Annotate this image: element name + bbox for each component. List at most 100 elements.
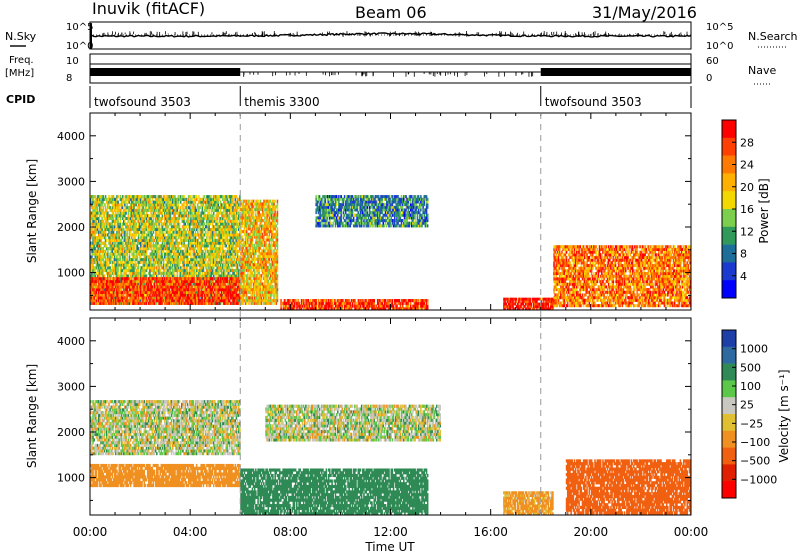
power-cell <box>219 255 222 259</box>
power-cell <box>227 206 230 210</box>
power-cell <box>130 268 133 273</box>
power-cell <box>153 195 156 199</box>
power-cell <box>206 233 208 237</box>
power-cell <box>144 263 147 267</box>
power-cell <box>91 285 93 289</box>
power-cell <box>116 282 118 286</box>
power-cell <box>183 197 185 201</box>
power-cell <box>225 222 227 226</box>
power-cell <box>222 203 224 207</box>
power-cell <box>218 241 221 245</box>
power-cell <box>199 236 201 240</box>
power-cell <box>102 208 105 212</box>
power-cell <box>117 274 119 278</box>
power-cell <box>123 274 125 278</box>
power-cell <box>231 252 233 256</box>
power-cell <box>153 211 156 215</box>
power-cell <box>148 290 150 294</box>
power-cell <box>237 241 240 245</box>
power-cell <box>192 200 194 204</box>
power-cell <box>129 230 132 234</box>
power-cell <box>135 252 138 256</box>
power-cell <box>112 238 115 242</box>
power-cell <box>126 233 128 237</box>
power-cell <box>151 225 154 229</box>
power-cell <box>142 271 144 275</box>
power-cell <box>179 255 182 259</box>
power-cell <box>104 197 107 201</box>
power-cell <box>236 296 239 300</box>
power-cell <box>136 195 139 199</box>
power-cell <box>141 230 143 234</box>
power-cell <box>104 211 107 215</box>
power-cell <box>94 233 97 237</box>
power-cell <box>159 236 161 240</box>
power-cell <box>168 268 171 273</box>
power-cell <box>104 285 107 289</box>
power-cell <box>209 206 212 210</box>
power-cell <box>160 258 163 262</box>
power-cell <box>206 214 208 218</box>
power-cell <box>226 301 229 305</box>
power-cell <box>128 252 131 256</box>
power-cell <box>157 219 159 223</box>
power-cell <box>215 271 217 275</box>
power-cell <box>171 247 174 251</box>
power-cell <box>102 197 105 201</box>
power-cell <box>130 301 133 305</box>
power-cell <box>220 255 223 259</box>
power-cell <box>191 258 193 262</box>
power-cell <box>192 195 194 199</box>
power-cell <box>136 282 139 286</box>
power-cell <box>200 241 202 245</box>
power-cell <box>119 225 122 229</box>
power-cell <box>92 290 94 294</box>
power-cell <box>141 203 143 207</box>
power-cell <box>149 219 151 223</box>
power-cell <box>223 203 225 207</box>
power-cell <box>235 206 238 210</box>
power-cell <box>151 208 154 212</box>
power-cell <box>227 241 230 245</box>
power-cell <box>121 274 124 278</box>
cpid-row: CPID twofsound 3503 themis 3300 twofsound … <box>6 86 692 109</box>
power-cell <box>145 282 148 286</box>
power-cell <box>196 216 199 221</box>
power-cell <box>193 225 196 229</box>
power-cell <box>200 258 202 262</box>
power-cell <box>105 258 108 262</box>
power-cell <box>230 258 232 262</box>
power-cell <box>101 203 103 207</box>
power-cell <box>235 274 238 278</box>
power-cell <box>222 238 224 242</box>
power-cell <box>128 227 131 232</box>
power-cell <box>116 271 118 275</box>
power-cell <box>235 195 238 199</box>
power-cell <box>228 247 231 251</box>
power-cell <box>149 296 151 300</box>
power-cell <box>195 222 198 226</box>
power-cell <box>132 244 134 248</box>
power-cell <box>222 219 224 223</box>
power-cell <box>102 249 105 253</box>
power-cell <box>134 203 136 207</box>
power-cell <box>133 252 135 256</box>
power-cell <box>203 260 206 264</box>
power-cell <box>200 274 202 278</box>
power-cell <box>104 296 107 300</box>
power-cell <box>219 238 222 242</box>
power-cell <box>129 241 132 245</box>
power-cell <box>235 233 238 237</box>
power-cell <box>120 279 123 284</box>
power-cell <box>217 271 220 275</box>
power-cell <box>183 227 185 232</box>
power-cell <box>95 266 98 270</box>
power-cell <box>199 266 201 270</box>
power-cell <box>113 290 116 294</box>
power-cell <box>108 227 110 232</box>
power-cell <box>202 236 205 240</box>
power-cell <box>173 263 175 267</box>
power-cell <box>91 233 93 237</box>
power-cell <box>150 233 152 237</box>
power-cell <box>111 241 114 245</box>
